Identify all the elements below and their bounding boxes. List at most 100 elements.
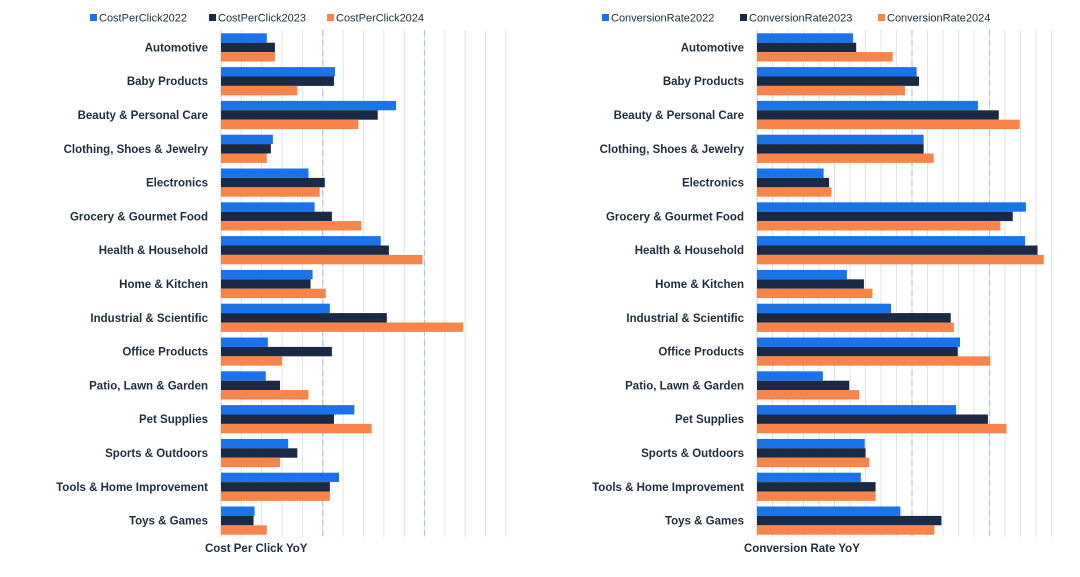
bar-ConversionRate2023-3[interactable]: [757, 144, 924, 154]
bar-ConversionRate2022-3[interactable]: [757, 134, 924, 145]
bar-CostPerClick2022-5[interactable]: [221, 202, 315, 212]
legend-label: CostPerClick2024: [336, 13, 424, 25]
bar-ConversionRate2022-10[interactable]: [757, 371, 823, 381]
bar-ConversionRate2023-5[interactable]: [757, 211, 1013, 222]
bar-CostPerClick2022-13[interactable]: [221, 472, 340, 483]
bar-ConversionRate2024-4[interactable]: [757, 187, 832, 197]
bar-CostPerClick2022-14[interactable]: [221, 506, 255, 516]
bar-CostPerClick2023-12[interactable]: [221, 448, 298, 458]
category-label: Industrial & Scientific: [90, 313, 208, 325]
bar-ConversionRate2023-12[interactable]: [757, 448, 866, 458]
bar-CostPerClick2022-1[interactable]: [221, 67, 335, 77]
bar-CostPerClick2024-3[interactable]: [221, 153, 267, 163]
category-label: Patio, Lawn & Garden: [89, 380, 208, 392]
bar-CostPerClick2024-4[interactable]: [221, 187, 320, 197]
bar-ConversionRate2024-2[interactable]: [757, 119, 1020, 130]
bar-CostPerClick2024-10[interactable]: [221, 390, 309, 400]
bar-ConversionRate2024-5[interactable]: [757, 221, 1001, 231]
x-axis-title: Conversion Rate YoY: [744, 543, 860, 555]
bar-ConversionRate2022-14[interactable]: [757, 506, 901, 516]
category-label: Toys & Games: [665, 516, 744, 528]
bar-ConversionRate2022-7[interactable]: [757, 269, 847, 280]
bar-ConversionRate2022-0[interactable]: [757, 33, 854, 43]
bar-CostPerClick2023-1[interactable]: [221, 76, 334, 86]
bar-ConversionRate2023-9[interactable]: [757, 346, 958, 357]
bar-ConversionRate2022-13[interactable]: [757, 472, 861, 483]
bar-ConversionRate2022-2[interactable]: [757, 100, 978, 111]
bar-ConversionRate2024-1[interactable]: [757, 85, 906, 96]
bar-CostPerClick2023-7[interactable]: [221, 279, 311, 289]
bar-ConversionRate2024-0[interactable]: [757, 52, 893, 62]
bar-CostPerClick2023-5[interactable]: [221, 211, 332, 222]
category-label: Sports & Outdoors: [641, 448, 744, 460]
bar-CostPerClick2024-8[interactable]: [221, 322, 464, 332]
bar-CostPerClick2023-4[interactable]: [221, 177, 325, 188]
bar-CostPerClick2023-2[interactable]: [221, 110, 378, 120]
bar-ConversionRate2023-0[interactable]: [757, 42, 857, 53]
bar-ConversionRate2022-5[interactable]: [757, 202, 1026, 212]
bar-CostPerClick2022-8[interactable]: [221, 303, 330, 314]
bar-ConversionRate2022-8[interactable]: [757, 303, 892, 314]
bar-CostPerClick2024-12[interactable]: [221, 457, 281, 468]
bar-ConversionRate2024-9[interactable]: [757, 356, 991, 366]
bar-CostPerClick2024-6[interactable]: [221, 254, 423, 265]
bar-CostPerClick2023-14[interactable]: [221, 515, 254, 526]
bar-CostPerClick2024-1[interactable]: [221, 85, 298, 96]
bar-ConversionRate2022-6[interactable]: [757, 236, 1026, 246]
bar-CostPerClick2022-6[interactable]: [221, 236, 381, 246]
bar-ConversionRate2024-6[interactable]: [757, 254, 1044, 265]
bar-CostPerClick2022-0[interactable]: [221, 33, 267, 43]
bar-ConversionRate2023-6[interactable]: [757, 245, 1038, 255]
bar-CostPerClick2024-14[interactable]: [221, 525, 267, 535]
bar-ConversionRate2022-9[interactable]: [757, 337, 961, 347]
bar-ConversionRate2022-11[interactable]: [757, 405, 957, 415]
bar-ConversionRate2022-12[interactable]: [757, 438, 865, 449]
bar-ConversionRate2023-11[interactable]: [757, 414, 988, 424]
bar-CostPerClick2023-6[interactable]: [221, 245, 389, 255]
category-label: Clothing, Shoes & Jewelry: [600, 144, 745, 156]
bar-ConversionRate2023-13[interactable]: [757, 482, 876, 492]
bar-ConversionRate2024-3[interactable]: [757, 153, 934, 163]
bar-ConversionRate2023-14[interactable]: [757, 515, 942, 526]
bar-ConversionRate2023-1[interactable]: [757, 76, 919, 86]
bar-CostPerClick2024-11[interactable]: [221, 423, 372, 434]
bar-CostPerClick2023-0[interactable]: [221, 42, 275, 53]
bar-CostPerClick2022-10[interactable]: [221, 371, 266, 381]
bar-CostPerClick2023-3[interactable]: [221, 144, 271, 154]
bar-CostPerClick2022-4[interactable]: [221, 168, 309, 178]
bar-CostPerClick2023-9[interactable]: [221, 346, 332, 357]
bar-CostPerClick2024-9[interactable]: [221, 356, 283, 366]
bar-ConversionRate2022-4[interactable]: [757, 168, 824, 178]
bar-ConversionRate2024-10[interactable]: [757, 390, 860, 400]
bar-CostPerClick2022-3[interactable]: [221, 134, 273, 145]
bar-CostPerClick2024-0[interactable]: [221, 52, 275, 62]
bar-CostPerClick2022-9[interactable]: [221, 337, 268, 347]
bar-ConversionRate2024-11[interactable]: [757, 423, 1007, 434]
bar-CostPerClick2022-7[interactable]: [221, 269, 313, 280]
bar-ConversionRate2024-13[interactable]: [757, 491, 876, 501]
bar-CostPerClick2022-2[interactable]: [221, 100, 397, 111]
legend-swatch: [602, 14, 609, 21]
bar-ConversionRate2023-2[interactable]: [757, 110, 999, 120]
bar-CostPerClick2023-10[interactable]: [221, 380, 281, 391]
legend-swatch: [740, 14, 747, 21]
bar-CostPerClick2023-8[interactable]: [221, 313, 387, 323]
bar-CostPerClick2023-11[interactable]: [221, 414, 334, 424]
bar-ConversionRate2023-4[interactable]: [757, 177, 830, 188]
bar-CostPerClick2024-13[interactable]: [221, 491, 330, 501]
bar-ConversionRate2024-12[interactable]: [757, 457, 870, 468]
bar-ConversionRate2023-7[interactable]: [757, 279, 864, 289]
bar-CostPerClick2023-13[interactable]: [221, 482, 330, 492]
bar-ConversionRate2023-8[interactable]: [757, 313, 951, 323]
bar-CostPerClick2022-12[interactable]: [221, 438, 289, 449]
bar-CostPerClick2022-11[interactable]: [221, 405, 355, 415]
bar-ConversionRate2023-10[interactable]: [757, 380, 850, 391]
bar-CostPerClick2024-2[interactable]: [221, 119, 359, 130]
bar-ConversionRate2024-14[interactable]: [757, 525, 935, 535]
bar-ConversionRate2024-7[interactable]: [757, 288, 873, 299]
bar-CostPerClick2024-5[interactable]: [221, 221, 362, 231]
bar-ConversionRate2022-1[interactable]: [757, 67, 917, 77]
bar-ConversionRate2024-8[interactable]: [757, 322, 954, 332]
bar-CostPerClick2024-7[interactable]: [221, 288, 326, 299]
legend-swatch: [327, 14, 334, 21]
